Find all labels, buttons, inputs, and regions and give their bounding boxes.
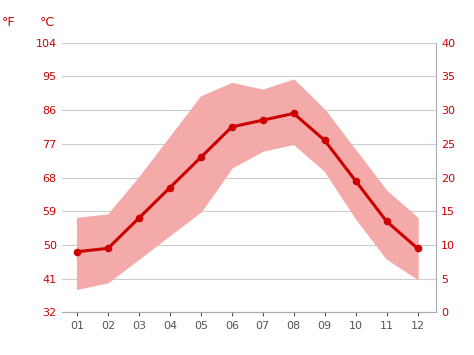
Text: °F: °F: [2, 16, 16, 29]
Point: [166, 185, 174, 190]
Point: [104, 246, 112, 251]
Point: [383, 218, 391, 224]
Text: °C: °C: [40, 16, 55, 29]
Point: [414, 246, 421, 251]
Point: [321, 138, 328, 143]
Point: [73, 249, 81, 255]
Point: [290, 111, 298, 116]
Point: [259, 117, 266, 123]
Point: [135, 215, 143, 221]
Point: [197, 154, 205, 160]
Point: [228, 124, 236, 130]
Point: [352, 178, 359, 184]
